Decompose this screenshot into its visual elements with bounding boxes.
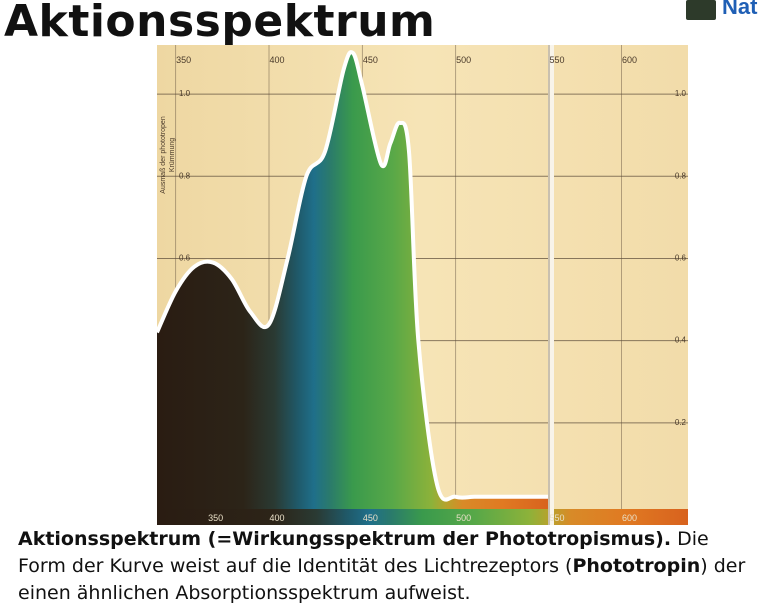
logo: Nat bbox=[686, 0, 761, 22]
y-tick-label-right: 1.0 bbox=[675, 89, 687, 98]
y-tick-label-left: 1.0 bbox=[179, 89, 191, 98]
action-spectrum-figure: 350 400 450 500 550 600 350 400 450 500 550 600 1.0 0… bbox=[157, 45, 688, 525]
logo-text: Nat bbox=[722, 0, 758, 19]
x-tick-label-top: 550 bbox=[549, 55, 564, 65]
x-tick-label-bottom: 550 bbox=[549, 513, 564, 523]
logo-icon bbox=[686, 0, 716, 20]
caption-text-1: Die Form der Kurve weist auf die Identit… bbox=[18, 528, 709, 577]
x-tick-label-bottom: 350 bbox=[208, 513, 223, 523]
caption-bold-phototropin: Phototropin bbox=[572, 555, 701, 577]
x-tick-label-bottom: 500 bbox=[456, 513, 471, 523]
y-axis-label-line1: Ausmaß der phototropen bbox=[160, 116, 167, 194]
y-axis-label-line2: Krümmung bbox=[169, 138, 176, 172]
y-tick-label-right: 0.2 bbox=[675, 418, 687, 427]
slide-title: Aktionsspektrum bbox=[4, 0, 436, 47]
action-spectrum-curve bbox=[157, 50, 549, 502]
caption: Aktionsspektrum (=Wirkungsspektrum der P… bbox=[18, 526, 758, 607]
spectrum-area-fill bbox=[157, 52, 549, 510]
y-axis-label: Ausmaß der phototropen Krümmung bbox=[160, 116, 176, 194]
x-tick-label-bottom: 400 bbox=[269, 513, 284, 523]
chart-labels: 350 400 450 500 550 600 350 400 450 500 550 600 1.0 0… bbox=[160, 55, 687, 523]
panel-divider bbox=[548, 45, 554, 525]
x-tick-label-top: 350 bbox=[176, 55, 191, 65]
y-tick-label-right: 0.4 bbox=[675, 336, 687, 345]
x-tick-label-top: 400 bbox=[269, 55, 284, 65]
y-tick-label-right: 0.6 bbox=[675, 253, 687, 262]
y-tick-label-left: 0.8 bbox=[179, 171, 191, 180]
spectrum-strip-band bbox=[157, 509, 688, 525]
x-tick-label-top: 600 bbox=[622, 55, 637, 65]
caption-bold-intro: Aktionsspektrum (=Wirkungsspektrum der P… bbox=[18, 528, 672, 550]
x-tick-label-top: 500 bbox=[456, 55, 471, 65]
chart-area bbox=[157, 50, 549, 510]
x-tick-label-bottom: 450 bbox=[363, 513, 378, 523]
x-tick-label-top: 450 bbox=[363, 55, 378, 65]
spectrum-strip bbox=[157, 509, 688, 525]
caption-text-2: ) der einen ähnlichen Absorptionsspektru… bbox=[18, 555, 746, 604]
x-tick-label-bottom: 600 bbox=[622, 513, 637, 523]
y-tick-label-left: 0.6 bbox=[179, 253, 191, 262]
action-spectrum-chart: 350 400 450 500 550 600 350 400 450 500 550 600 1.0 0… bbox=[157, 45, 688, 525]
y-tick-label-right: 0.8 bbox=[675, 171, 687, 180]
